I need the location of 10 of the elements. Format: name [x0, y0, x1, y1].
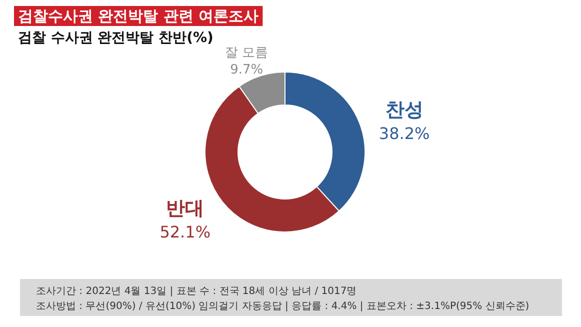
data-label: 38.2%	[378, 124, 430, 143]
slice-label: 반대	[166, 198, 204, 220]
chart-subtitle: 검찰 수사권 완전박탈 찬반(%)	[18, 30, 214, 46]
text: 조사기간 : 2022년 4월 13일 | 표본 수 : 전국 18세 이상 남녀 / 1017명	[36, 286, 357, 297]
text: 조사방법 : 무선(90%) / 유선(10%) 임의걸기 자동응답 | 응답률 : 4.4% | 표본오차 : ±3.1%P(95% 신뢰수준)	[36, 301, 530, 312]
data-label: 52.1%	[160, 222, 211, 242]
chart-title: 검찰수사권 완전박탈 관련 여론조사	[18, 7, 259, 25]
slice-label: 잘 모름	[225, 46, 268, 61]
data-label: 9.7%	[230, 62, 264, 78]
slice-label: 찬성	[385, 98, 424, 121]
